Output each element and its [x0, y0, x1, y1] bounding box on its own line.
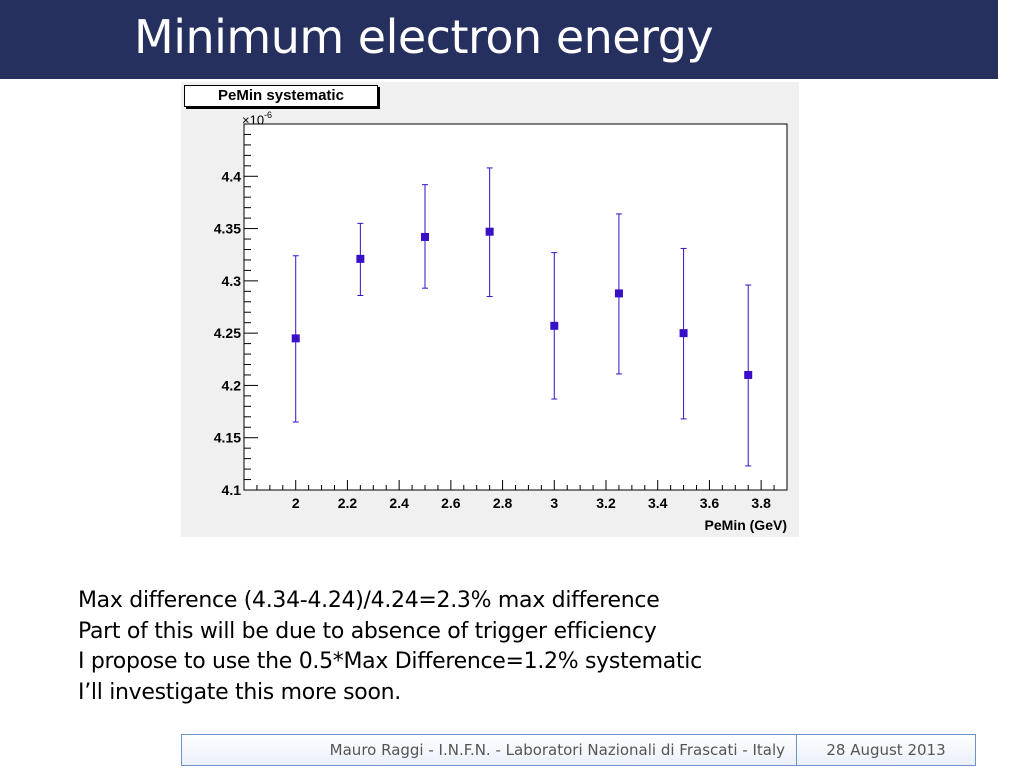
x-tick-label: 3.8: [751, 495, 771, 511]
footer-date: 28 August 2013: [826, 741, 946, 759]
x-tick-label: 2.4: [389, 495, 409, 511]
data-point: [744, 284, 753, 467]
footer-author: Mauro Raggi - I.N.F.N. - Laboratori Nazi…: [182, 735, 797, 765]
marker: [679, 329, 688, 338]
footer: Mauro Raggi - I.N.F.N. - Laboratori Nazi…: [181, 734, 976, 766]
bullet-line: Part of this will be due to absence of t…: [78, 618, 657, 644]
data-point: [614, 213, 623, 375]
x-tick-label: 3: [550, 495, 558, 511]
marker: [421, 232, 429, 241]
chart: 2 2.2 2.4 2.6 2.8 3 3.2 3.4 3.6 3.8 4.1 4.15 4.2 4.2…: [181, 82, 799, 537]
data-series: [291, 167, 753, 467]
y-axis-exponent: ×10-6: [242, 110, 273, 128]
marker: [744, 370, 753, 379]
x-tick-label: 2: [292, 495, 300, 511]
y-tick-label: 4.1: [222, 482, 242, 498]
y-tick-label: 4.25: [214, 325, 241, 341]
data-point: [485, 167, 494, 298]
y-axis: 4.1 4.15 4.2 4.25 4.3 4.35 4.4: [214, 123, 258, 498]
bullet-line: I’ll investigate this more soon.: [78, 679, 401, 705]
y-tick-label: 4.4: [222, 168, 242, 184]
chart-canvas: 2 2.2 2.4 2.6 2.8 3 3.2 3.4 3.6 3.8 4.1 4.15 4.2 4.2…: [181, 82, 799, 537]
x-tick-label: 2.8: [493, 495, 513, 511]
data-point: [356, 222, 365, 296]
y-tick-label: 4.2: [222, 377, 242, 393]
plot-frame: [243, 123, 788, 491]
marker: [614, 289, 623, 298]
bullet-line: Max difference (4.34-4.24)/4.24=2.3% max…: [78, 588, 660, 613]
bullet-line: I propose to use the 0.5*Max Difference=…: [78, 649, 702, 674]
y-exponent-power: -6: [264, 110, 273, 120]
data-point: [679, 247, 688, 420]
y-tick-label: 4.3: [222, 273, 242, 289]
marker: [485, 227, 494, 236]
y-tick-label: 4.15: [214, 430, 241, 446]
data-point: [421, 184, 429, 289]
data-point: [550, 252, 559, 400]
x-axis-label: PeMin (GeV): [705, 517, 787, 533]
marker: [291, 334, 300, 343]
marker: [550, 321, 559, 330]
x-tick-label: 3.6: [700, 495, 720, 511]
bullet-list: Max difference (4.34-4.24)/4.24=2.3% max…: [78, 586, 702, 708]
y-tick-label: 4.35: [214, 221, 241, 237]
x-tick-label: 3.4: [648, 495, 668, 511]
x-tick-label: 3.2: [596, 495, 616, 511]
y-exponent-base: ×10: [242, 112, 265, 128]
title-bar: [0, 0, 998, 79]
x-tick-label: 2.2: [338, 495, 358, 511]
x-axis: 2 2.2 2.4 2.6 2.8 3 3.2 3.4 3.6 3.8: [243, 480, 788, 511]
marker: [356, 254, 365, 263]
data-point: [291, 255, 300, 423]
slide-title: Minimum electron energy: [134, 10, 714, 64]
x-tick-label: 2.6: [441, 495, 461, 511]
histogram-title-box: PeMin systematic: [184, 85, 378, 107]
